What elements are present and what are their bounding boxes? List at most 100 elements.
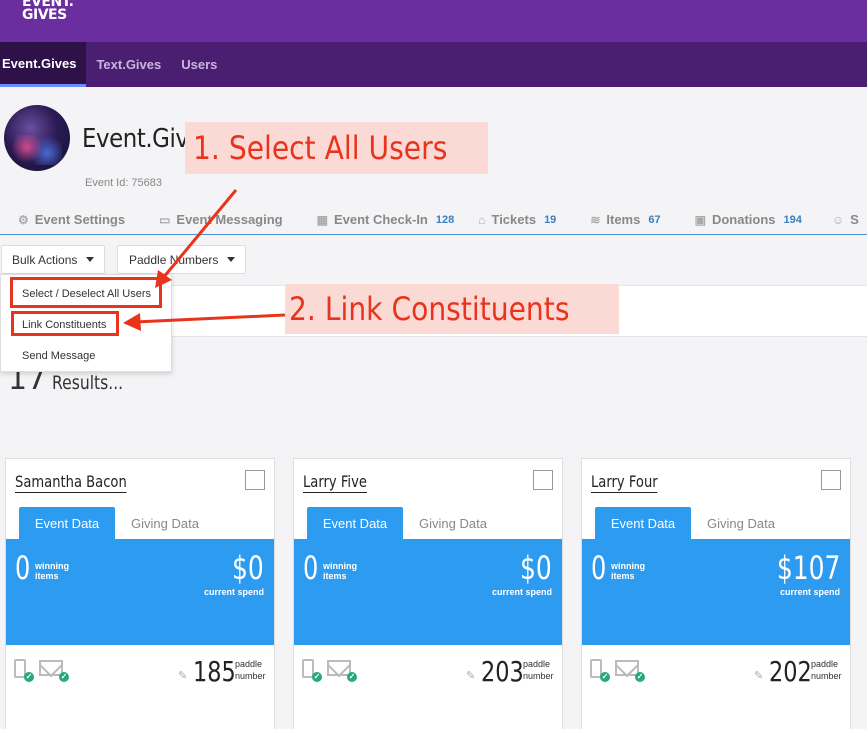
main-nav: Event.Gives Text.Gives Users bbox=[0, 42, 867, 87]
select-user-checkbox[interactable] bbox=[533, 470, 553, 490]
paddle-number-label: paddle number bbox=[811, 659, 842, 681]
current-spend-label: current spend bbox=[491, 587, 552, 597]
paddle-number-label: paddle number bbox=[523, 659, 554, 681]
user-name[interactable]: Larry Four bbox=[591, 472, 658, 493]
paddle-numbers-button[interactable]: Paddle Numbers bbox=[117, 245, 246, 274]
paddle-number-value: 202 bbox=[769, 655, 812, 688]
highlight-select-all bbox=[10, 277, 162, 308]
winning-items-label: winning items bbox=[611, 561, 645, 581]
event-subtabs: ⚙ Event Settings ▭ Event Messaging ▦ Event … bbox=[0, 205, 867, 235]
subtab-count: 19 bbox=[544, 213, 557, 226]
nav-tab-event-gives[interactable]: Event.Gives bbox=[0, 42, 87, 87]
event-id: Event Id: 75683 bbox=[82, 177, 162, 189]
subtab-tickets[interactable]: ⌂ Tickets 19 bbox=[478, 212, 556, 227]
logo-line-1: EVENT. bbox=[22, 0, 74, 10]
clipboard-icon: ▦ bbox=[316, 212, 328, 227]
tab-giving-data[interactable]: Giving Data bbox=[707, 515, 775, 531]
subtab-count: 67 bbox=[648, 213, 661, 226]
winning-items-label: winning items bbox=[323, 561, 357, 581]
gear-icon: ⚙ bbox=[18, 212, 29, 227]
menu-item-select-all-users[interactable]: Select / Deselect All Users bbox=[22, 288, 151, 300]
inbox-icon: ▭ bbox=[159, 212, 171, 227]
check-circle-icon: ✓ bbox=[24, 672, 34, 682]
phone-icon bbox=[14, 659, 26, 678]
paddle-number-label: paddle number bbox=[235, 659, 266, 681]
results-label: Results... bbox=[52, 372, 124, 394]
subtab-count: 128 bbox=[435, 213, 455, 226]
subtab-items[interactable]: ≋ Items 67 bbox=[590, 212, 660, 227]
user-card: Samantha Bacon Event Data Giving Data 0 … bbox=[5, 458, 275, 729]
winning-items-count: 0 bbox=[591, 549, 607, 587]
tab-event-data[interactable]: Event Data bbox=[19, 507, 115, 539]
logo-line-2: GIVES bbox=[22, 7, 67, 23]
paddle-numbers-label: Paddle Numbers bbox=[129, 252, 219, 267]
check-circle-icon: ✓ bbox=[635, 672, 645, 682]
mail-icon bbox=[615, 660, 639, 676]
current-spend-value: $107 bbox=[776, 549, 840, 587]
user-card: Larry Four Event Data Giving Data 0 winn… bbox=[581, 458, 851, 729]
annotation-step1: 1. Select All Users bbox=[185, 122, 488, 174]
subtab-label: S bbox=[850, 212, 859, 227]
check-circle-icon: ✓ bbox=[312, 672, 322, 682]
sponsor-icon: ☺ bbox=[831, 212, 845, 227]
subtab-event-check-in[interactable]: ▦ Event Check-In 128 bbox=[317, 212, 455, 227]
mail-icon bbox=[327, 660, 351, 676]
event-id-label: Event Id: bbox=[85, 177, 129, 189]
annotation-step1-text: 1. Select All Users bbox=[193, 129, 448, 167]
subtab-label: Event Messaging bbox=[176, 212, 283, 227]
subtab-count: 194 bbox=[783, 213, 802, 226]
winning-items-count: 0 bbox=[303, 549, 319, 587]
pencil-icon[interactable]: ✎ bbox=[466, 670, 476, 682]
user-name[interactable]: Samantha Bacon bbox=[15, 472, 127, 493]
gift-icon: ▣ bbox=[694, 212, 706, 227]
annotation-step2-text: 2. Link Constituents bbox=[289, 290, 570, 328]
user-name[interactable]: Larry Five bbox=[303, 472, 367, 493]
bulk-actions-menu: Select / Deselect All Users Link Constit… bbox=[0, 274, 172, 372]
winning-items-count: 0 bbox=[15, 549, 31, 587]
user-card: Larry Five Event Data Giving Data 0 winn… bbox=[293, 458, 563, 729]
tab-event-data[interactable]: Event Data bbox=[595, 507, 691, 539]
subtab-label: Event Check-In bbox=[333, 212, 428, 227]
brand-logo[interactable]: EVENT. GIVES bbox=[22, 0, 82, 30]
nav-tab-text-gives[interactable]: Text.Gives bbox=[96, 57, 162, 72]
subtab-donations[interactable]: ▣ Donations 194 bbox=[695, 212, 802, 227]
subtab-label: Event Settings bbox=[34, 212, 126, 227]
event-avatar bbox=[4, 105, 70, 171]
highlight-link-constituents bbox=[11, 311, 119, 336]
select-user-checkbox[interactable] bbox=[821, 470, 841, 490]
caret-down-icon bbox=[86, 257, 95, 262]
current-spend-value: $0 bbox=[520, 549, 552, 587]
tab-giving-data[interactable]: Giving Data bbox=[131, 515, 199, 531]
current-spend-value: $0 bbox=[232, 549, 264, 587]
select-user-checkbox[interactable] bbox=[245, 470, 265, 490]
bulk-actions-label: Bulk Actions bbox=[12, 252, 78, 267]
event-id-value: 75683 bbox=[131, 177, 163, 189]
subtab-sponsors[interactable]: ☺ S bbox=[832, 212, 859, 227]
layers-icon: ≋ bbox=[590, 212, 601, 227]
tab-giving-data[interactable]: Giving Data bbox=[419, 515, 487, 531]
event-data-panel: 0 winning items $0 current spend bbox=[6, 539, 274, 645]
bulk-actions-button[interactable]: Bulk Actions bbox=[1, 245, 105, 274]
menu-item-send-message[interactable]: Send Message bbox=[22, 350, 96, 362]
phone-icon bbox=[590, 659, 602, 678]
check-circle-icon: ✓ bbox=[347, 672, 357, 682]
subtab-label: Donations bbox=[711, 212, 776, 227]
annotation-step2: 2. Link Constituents bbox=[285, 284, 619, 334]
paddle-number-value: 185 bbox=[193, 655, 236, 688]
menu-item-link-constituents[interactable]: Link Constituents bbox=[22, 319, 107, 331]
current-spend-label: current spend bbox=[779, 587, 840, 597]
subtab-event-settings[interactable]: ⚙ Event Settings bbox=[18, 212, 125, 227]
subtab-label: Items bbox=[606, 212, 641, 227]
tab-event-data[interactable]: Event Data bbox=[307, 507, 403, 539]
caret-down-icon bbox=[227, 257, 236, 262]
mail-icon bbox=[39, 660, 63, 676]
subtab-event-messaging[interactable]: ▭ Event Messaging bbox=[159, 212, 283, 227]
current-spend-label: current spend bbox=[203, 587, 264, 597]
winning-items-label: winning items bbox=[35, 561, 69, 581]
subtab-label: Tickets bbox=[491, 212, 537, 227]
phone-icon bbox=[302, 659, 314, 678]
pencil-icon[interactable]: ✎ bbox=[178, 670, 188, 682]
paddle-number-value: 203 bbox=[481, 655, 524, 688]
pencil-icon[interactable]: ✎ bbox=[754, 670, 764, 682]
nav-tab-users[interactable]: Users bbox=[181, 57, 218, 72]
